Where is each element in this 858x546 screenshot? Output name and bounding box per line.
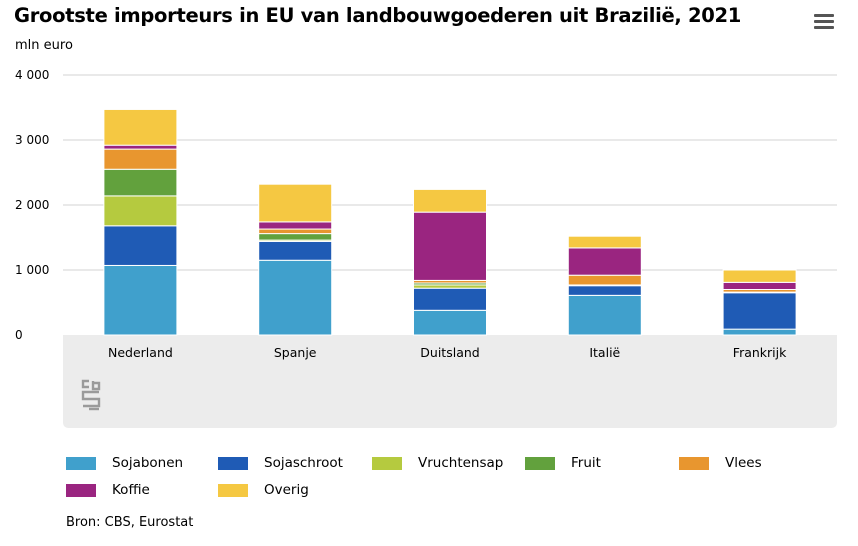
legend-item[interactable]: Overig	[218, 482, 309, 498]
legend-label: Vlees	[725, 455, 762, 471]
category-label: Frankrijk	[733, 345, 787, 360]
legend-swatch	[66, 483, 96, 497]
bar-segment	[567, 294, 642, 336]
legend-label: Fruit	[571, 455, 601, 471]
y-axis-label: mln euro	[15, 38, 73, 53]
category-label: Spanje	[274, 345, 317, 360]
legend-item[interactable]: Koffie	[66, 482, 150, 498]
bar-segment	[413, 188, 487, 213]
legend-label: Koffie	[112, 482, 150, 498]
legend-label: Vruchtensap	[418, 455, 504, 471]
bar-segment	[722, 281, 797, 291]
bar-segment	[258, 228, 333, 235]
bar-segment	[258, 183, 333, 223]
bar-segment	[567, 274, 642, 286]
bar-segment	[413, 309, 487, 336]
bar-segment	[722, 328, 797, 336]
bar-segment	[413, 211, 487, 281]
bar-segment	[722, 292, 797, 330]
y-tick-label: 0	[15, 328, 23, 342]
legend-item[interactable]: Fruit	[525, 455, 601, 471]
legend-swatch	[218, 483, 248, 497]
bar-segment	[567, 285, 642, 296]
bar-segment	[258, 233, 333, 241]
category-label: Nederland	[108, 345, 173, 360]
legend-swatch	[66, 456, 96, 470]
legend-swatch	[525, 456, 555, 470]
legend-label: Sojabonen	[112, 455, 184, 471]
legend-item[interactable]: Sojabonen	[66, 455, 183, 471]
legend-label: Overig	[264, 482, 309, 498]
legend-swatch	[679, 456, 709, 470]
bar-segment	[103, 148, 178, 170]
bar-segment	[103, 264, 178, 336]
category-label: Italië	[589, 345, 620, 360]
legend-swatch	[218, 456, 248, 470]
bar-segment	[567, 247, 642, 276]
y-tick-label: 1 000	[15, 263, 49, 277]
cbs-logo-icon	[79, 379, 103, 417]
y-tick-label: 2 000	[15, 198, 49, 212]
category-label: Duitsland	[420, 345, 479, 360]
chart-title: Grootste importeurs in EU van landbouwgo…	[14, 4, 742, 27]
bar-segment	[413, 287, 487, 311]
legend-item[interactable]: Vlees	[679, 455, 762, 471]
legend-label: Sojaschroot	[264, 455, 343, 471]
y-tick-label: 3 000	[15, 133, 49, 147]
source-note: Bron: CBS, Eurostat	[66, 515, 194, 530]
bar-segment	[722, 269, 797, 283]
bar-segment	[258, 221, 333, 230]
legend-item[interactable]: Vruchtensap	[372, 455, 503, 471]
hamburger-menu-icon[interactable]	[812, 12, 836, 32]
y-tick-label: 4 000	[15, 68, 49, 82]
bar-segment	[258, 259, 333, 336]
legend-item[interactable]: Sojaschroot	[218, 455, 343, 471]
bar-segment	[103, 168, 178, 197]
category-axis-band	[63, 335, 837, 428]
bar-segment	[103, 144, 178, 150]
bar-segment	[103, 108, 178, 146]
legend-swatch	[372, 456, 402, 470]
bar-segment	[567, 235, 642, 249]
bar-segment	[103, 195, 178, 227]
bar-segment	[103, 225, 178, 266]
bar-segment	[258, 240, 333, 261]
